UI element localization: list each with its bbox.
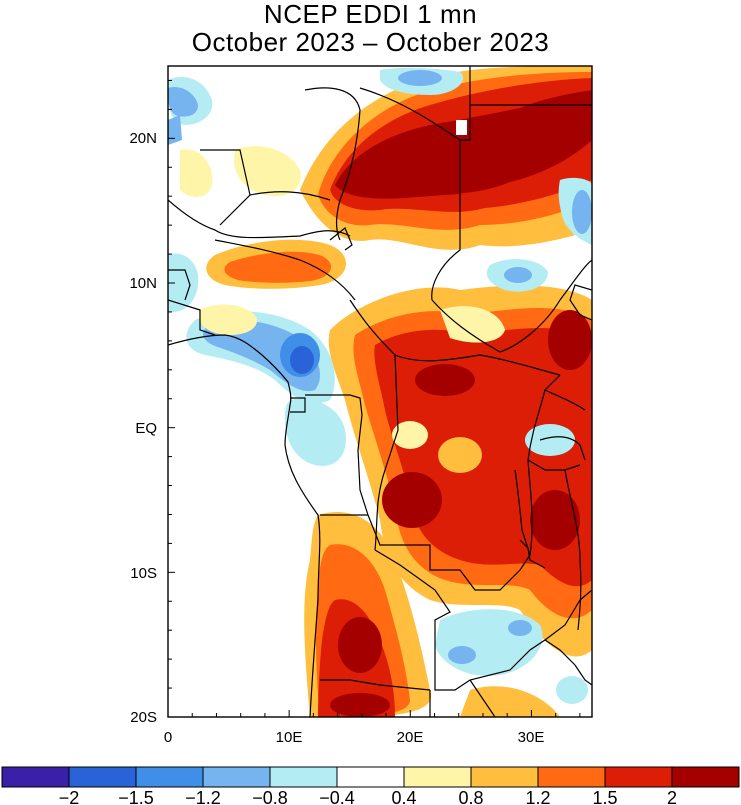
colorbar-swatch <box>403 766 472 788</box>
colorbar-labels: −2 −1.5 −1.2 −0.8 −0.4 0.4 0.8 1.2 1.5 2 <box>59 788 677 805</box>
lat-label-20n: 20N <box>129 130 157 147</box>
country-borders <box>168 66 592 717</box>
colorbar-label: −2 <box>59 788 80 805</box>
colorbar-swatch <box>68 766 137 788</box>
colorbar-label: −0.8 <box>252 788 288 805</box>
colorbar-label: 1.2 <box>525 788 550 805</box>
lat-label-10s: 10S <box>130 565 157 582</box>
colorbar-label: 0.8 <box>458 788 483 805</box>
lat-label-10n: 10N <box>129 275 157 292</box>
colorbar-label: 0.4 <box>391 788 416 805</box>
lon-label-30e: 30E <box>518 729 545 746</box>
colorbar-label: 2 <box>667 788 677 805</box>
eddi-shading <box>168 66 592 717</box>
map-frame <box>167 65 593 718</box>
colorbar-label: −0.4 <box>319 788 355 805</box>
lat-label-eq: EQ <box>135 420 157 437</box>
colorbar-label: −1.5 <box>118 788 154 805</box>
colorbar-swatch <box>537 766 606 788</box>
map-subtitle: October 2023 – October 2023 <box>191 27 550 57</box>
axis-ticks <box>167 79 581 718</box>
colorbar-swatch <box>135 766 204 788</box>
colorbar-swatch <box>202 766 271 788</box>
colorbar-swatch <box>470 766 539 788</box>
colorbar-swatch <box>671 766 740 788</box>
colorbar-swatch <box>269 766 338 788</box>
lon-label-0: 0 <box>164 729 172 746</box>
colorbar-swatch <box>1 766 70 788</box>
lat-label-20s: 20S <box>130 709 157 726</box>
colorbar-label: −1.2 <box>185 788 221 805</box>
map-title: NCEP EDDI 1 mn <box>263 0 478 29</box>
colorbar <box>1 766 740 788</box>
colorbar-label: 1.5 <box>592 788 617 805</box>
lon-label-20e: 20E <box>397 729 424 746</box>
colorbar-swatch <box>604 766 673 788</box>
colorbar-swatch <box>336 766 405 788</box>
lon-label-10e: 10E <box>276 729 303 746</box>
